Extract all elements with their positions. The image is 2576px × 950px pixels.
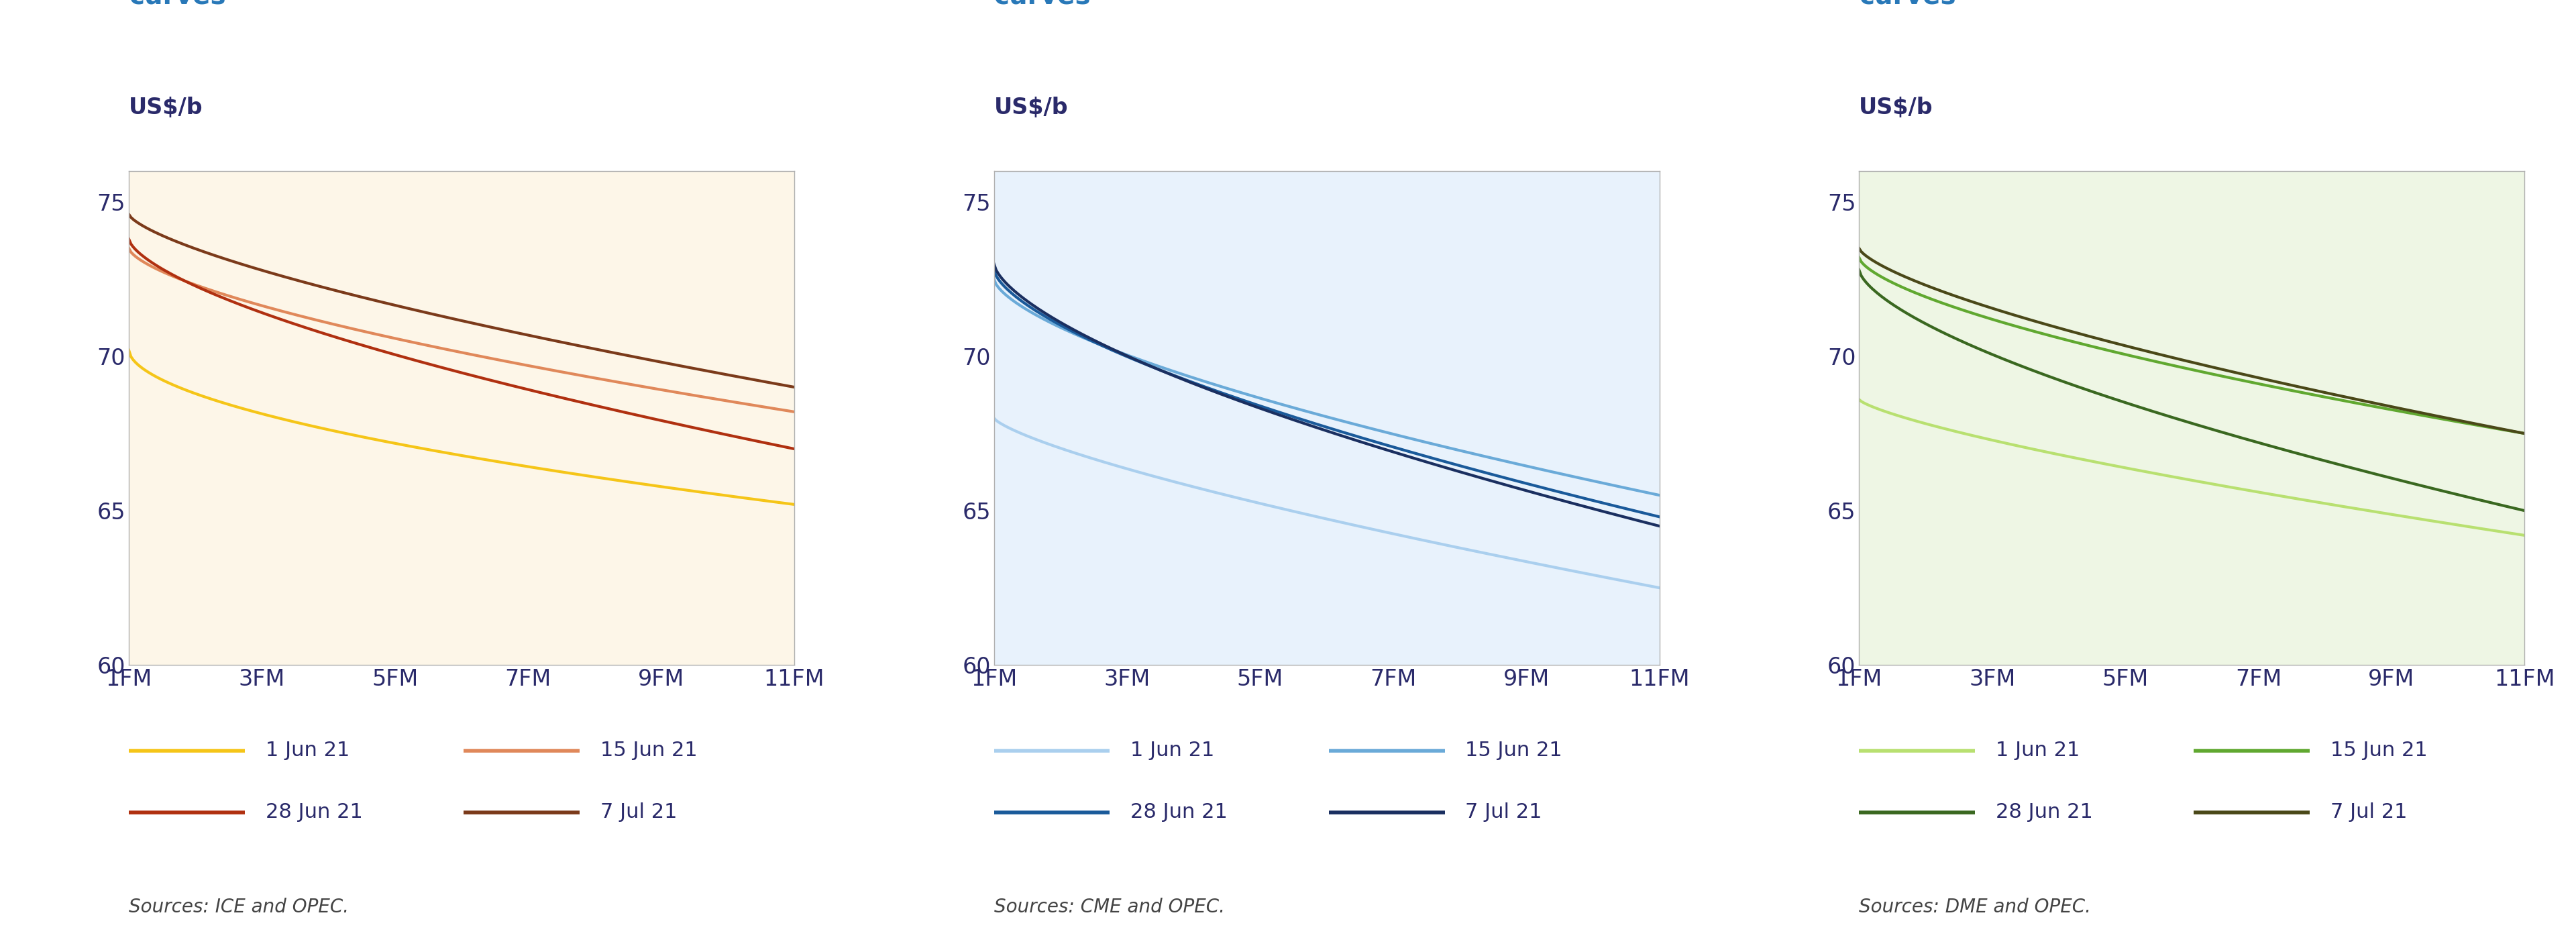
Text: Sources: ICE and OPEC.: Sources: ICE and OPEC. [129, 898, 348, 917]
Text: 28 Jun 21: 28 Jun 21 [265, 803, 363, 822]
Text: US$/b: US$/b [994, 97, 1069, 119]
Text: 15 Jun 21: 15 Jun 21 [1466, 741, 1564, 760]
Text: 28 Jun 21: 28 Jun 21 [1996, 803, 2092, 822]
Text: 28 Jun 21: 28 Jun 21 [1131, 803, 1229, 822]
Text: 7 Jul 21: 7 Jul 21 [600, 803, 677, 822]
Text: 7 Jul 21: 7 Jul 21 [2331, 803, 2406, 822]
Text: 7 Jul 21: 7 Jul 21 [1466, 803, 1543, 822]
Text: Graph 1 - 6: DME Oman forward
curves: Graph 1 - 6: DME Oman forward curves [1860, 0, 2326, 10]
Text: 15 Jun 21: 15 Jun 21 [600, 741, 698, 760]
Text: US$/b: US$/b [1860, 97, 1932, 119]
Text: Sources: DME and OPEC.: Sources: DME and OPEC. [1860, 898, 2092, 917]
Text: Graph 1 - 4: ICE Brent forward
curves: Graph 1 - 4: ICE Brent forward curves [129, 0, 572, 10]
Text: Sources: CME and OPEC.: Sources: CME and OPEC. [994, 898, 1224, 917]
Text: Graph 1 - 5: NYMEX WTI forward
curves: Graph 1 - 5: NYMEX WTI forward curves [994, 0, 1471, 10]
Text: 1 Jun 21: 1 Jun 21 [1131, 741, 1213, 760]
Text: 1 Jun 21: 1 Jun 21 [265, 741, 350, 760]
Text: US$/b: US$/b [129, 97, 204, 119]
Text: 1 Jun 21: 1 Jun 21 [1996, 741, 2079, 760]
Text: 15 Jun 21: 15 Jun 21 [2331, 741, 2427, 760]
